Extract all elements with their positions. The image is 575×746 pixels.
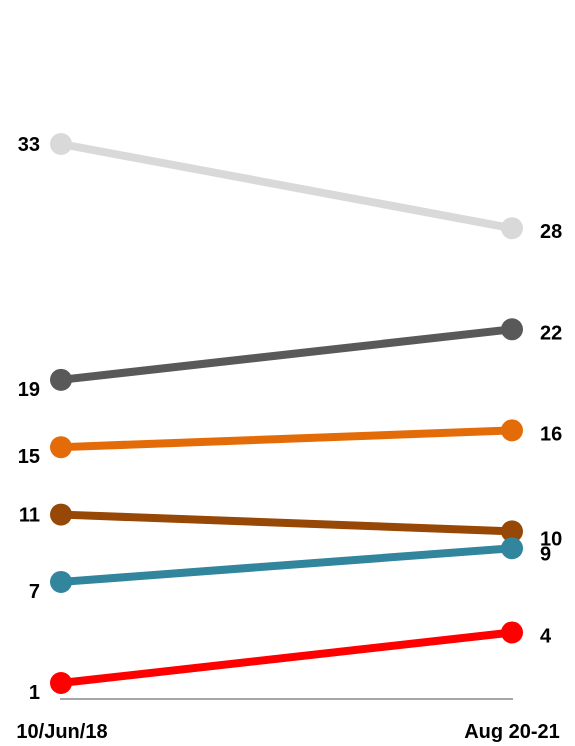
start-value-label: 19: [18, 379, 40, 401]
series-2: [50, 419, 523, 459]
start-value-label: 7: [29, 581, 40, 603]
end-point: [501, 318, 523, 341]
series-line: [57, 426, 516, 452]
end-value-label: 28: [540, 221, 562, 243]
series-line: [57, 140, 516, 233]
start-value-label: 1: [29, 682, 40, 704]
label-layer: 33 28 19 22 15 16 11 10 7 9 1 4: [18, 134, 563, 704]
end-value-label: 16: [540, 423, 562, 445]
series-layer: [50, 133, 523, 694]
x-tick-label-start: 10/Jun/18: [16, 721, 107, 743]
series-line: [57, 325, 516, 384]
start-point: [50, 368, 72, 391]
series-line: [57, 544, 516, 586]
series-5: [50, 621, 523, 694]
start-value-label: 15: [18, 446, 40, 468]
end-value-label: 10: [540, 528, 562, 550]
series-4: [50, 537, 523, 593]
end-point: [501, 537, 523, 560]
start-value-label: 11: [19, 505, 40, 527]
end-point: [501, 217, 523, 240]
series-3: [50, 503, 523, 543]
series-0: [50, 133, 523, 240]
start-value-label: 33: [18, 134, 40, 156]
end-point: [501, 419, 523, 442]
start-point: [50, 436, 72, 459]
start-point: [50, 503, 72, 526]
end-value-label: 22: [540, 322, 562, 344]
end-point: [501, 520, 523, 543]
series-line: [57, 628, 516, 687]
start-point: [50, 672, 72, 694]
start-point: [50, 570, 72, 593]
end-point: [501, 621, 523, 644]
end-value-label: 4: [540, 625, 552, 647]
end-value-label: 9: [540, 543, 551, 565]
series-1: [50, 318, 523, 391]
x-tick-label-end: Aug 20-21: [464, 721, 560, 743]
start-point: [50, 133, 72, 155]
series-line: [57, 510, 516, 536]
